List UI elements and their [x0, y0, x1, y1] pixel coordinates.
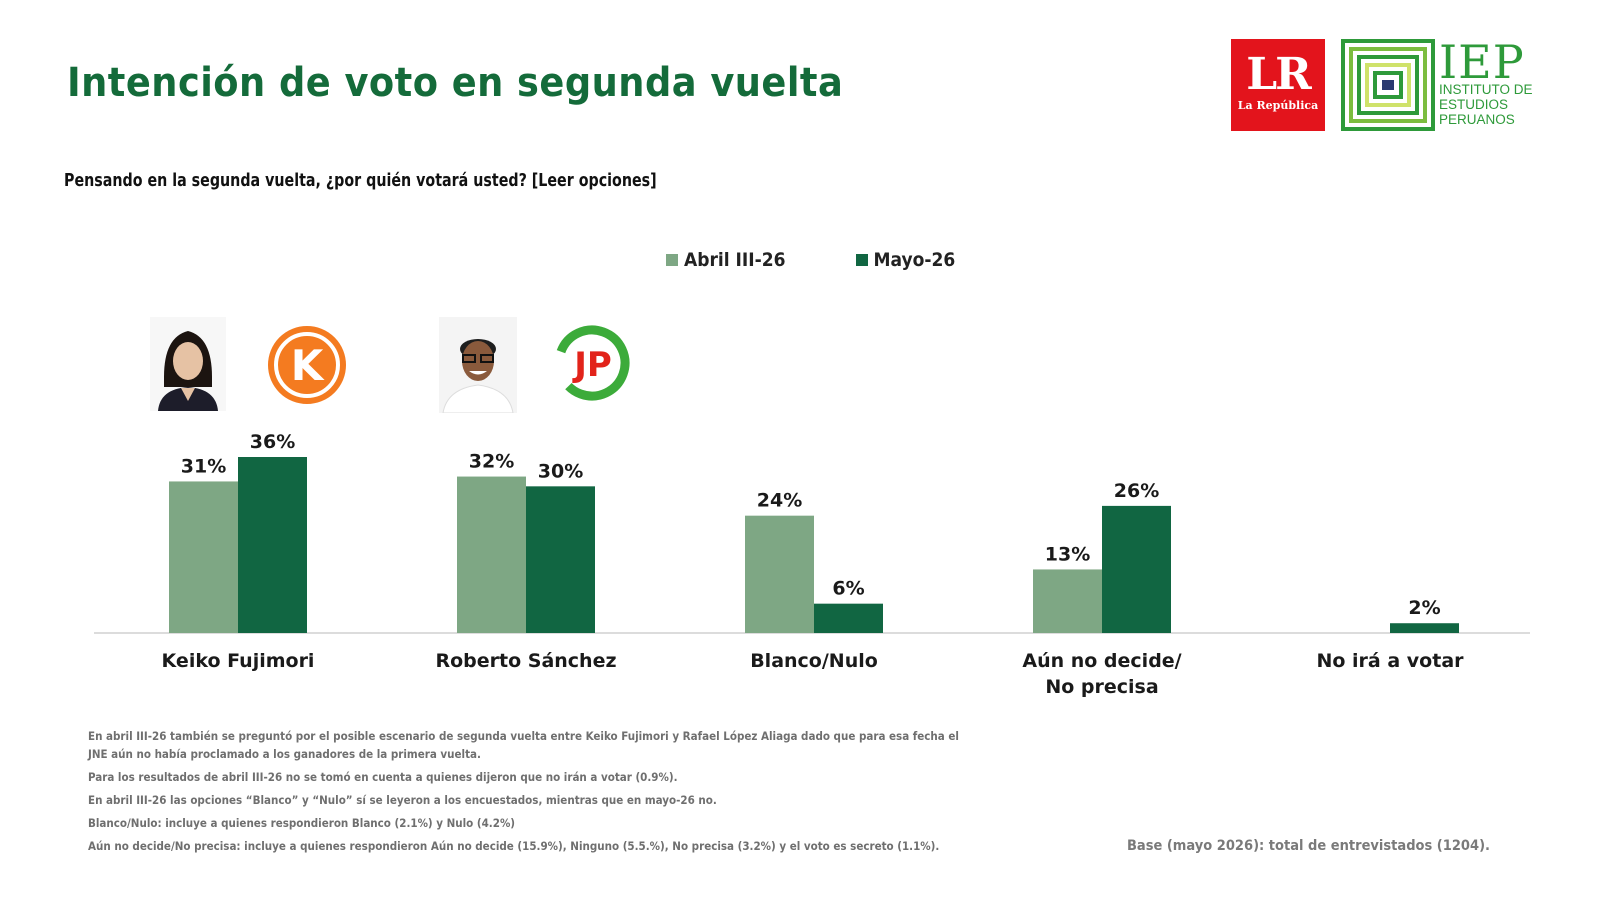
value-label-mayo-1: 30%	[538, 460, 583, 482]
bar-mayo-0	[238, 457, 307, 633]
category-label-4: No irá a votar	[1316, 650, 1464, 672]
bar-mayo-1	[526, 486, 595, 633]
roberto-sanchez-photo	[439, 317, 517, 413]
lr-logo-subtext: La República	[1237, 99, 1319, 112]
chart-legend: Abril III-26 Mayo-26	[666, 249, 955, 271]
iep-logo: IEP INSTITUTO DE ESTUDIOS PERUANOS	[1341, 35, 1551, 131]
category-labels-layer: Keiko Fujimori Roberto Sánchez Blanco/Nulo…	[162, 650, 1465, 698]
iep-line-3: PERUANOS	[1439, 112, 1515, 127]
footnote-4: Blanco/Nulo: incluye a quienes respondie…	[88, 816, 516, 830]
legend-label-mayo: Mayo-26	[873, 249, 956, 271]
value-label-mayo-2: 6%	[832, 578, 864, 600]
value-label-mayo-0: 36%	[250, 431, 295, 453]
page-title: Intención de voto en segunda vuelta	[67, 60, 844, 106]
juntos-peru-letters: JP	[572, 345, 612, 385]
bar-mayo-4	[1390, 623, 1459, 633]
category-label-2: Blanco/Nulo	[750, 650, 878, 672]
legend-item-mayo: Mayo-26	[855, 249, 956, 271]
iep-logo-subtext: INSTITUTO DE ESTUDIOS PERUANOS	[1439, 82, 1533, 127]
footnote-2: Para los resultados de abril III-26 no s…	[88, 770, 678, 784]
lr-logo-text: LR	[1246, 49, 1312, 100]
legend-item-abril: Abril III-26	[666, 249, 786, 271]
survey-question: Pensando en la segunda vuelta, ¿por quié…	[64, 170, 657, 191]
value-label-abril-0: 31%	[181, 455, 226, 477]
value-label-abril-3: 13%	[1045, 543, 1090, 565]
bar-mayo-3	[1102, 505, 1171, 633]
bar-abril-0	[169, 481, 238, 633]
iep-line-2: ESTUDIOS	[1439, 97, 1509, 112]
iep-logo-text: IEP	[1439, 35, 1525, 89]
value-labels-layer: 31% 32% 24% 13% 36% 30% 6% 26% 2%	[181, 431, 1441, 619]
value-label-mayo-4: 2%	[1408, 597, 1440, 619]
bar-abril-2	[745, 515, 814, 633]
category-label-1: Roberto Sánchez	[435, 650, 616, 672]
juntos-por-el-peru-logo-icon: JP	[548, 320, 636, 406]
footnote-1: En abril III-26 también se preguntó por …	[88, 729, 959, 761]
legend-swatch-mayo	[855, 254, 868, 266]
bars-layer	[169, 457, 1459, 633]
fuerza-popular-logo-icon: K	[266, 324, 348, 406]
keiko-fujimori-photo	[150, 317, 226, 411]
la-republica-logo: LR La República	[1231, 39, 1325, 131]
footnote-3: En abril III-26 las opciones “Blanco” y …	[88, 793, 717, 807]
legend-swatch-abril	[666, 254, 678, 266]
bar-abril-3	[1033, 569, 1102, 633]
bar-mayo-2	[814, 603, 883, 633]
iep-line-1: INSTITUTO DE	[1439, 82, 1533, 97]
iep-emblem-icon	[1341, 39, 1435, 131]
fuerza-popular-letter: K	[291, 341, 325, 390]
bar-abril-1	[457, 476, 526, 633]
value-label-mayo-3: 26%	[1114, 480, 1159, 502]
footnotes: En abril III-26 también se preguntó por …	[88, 727, 968, 860]
value-label-abril-2: 24%	[757, 490, 802, 512]
category-label-0: Keiko Fujimori	[162, 650, 315, 672]
value-label-abril-1: 32%	[469, 451, 514, 473]
base-note: Base (mayo 2026): total de entrevistados…	[1126, 838, 1490, 854]
footnote-5: Aún no decide/No precisa: incluye a quie…	[88, 839, 940, 853]
legend-label-abril: Abril III-26	[684, 249, 786, 271]
category-label-3: Aún no decide/No precisa	[1022, 650, 1181, 698]
